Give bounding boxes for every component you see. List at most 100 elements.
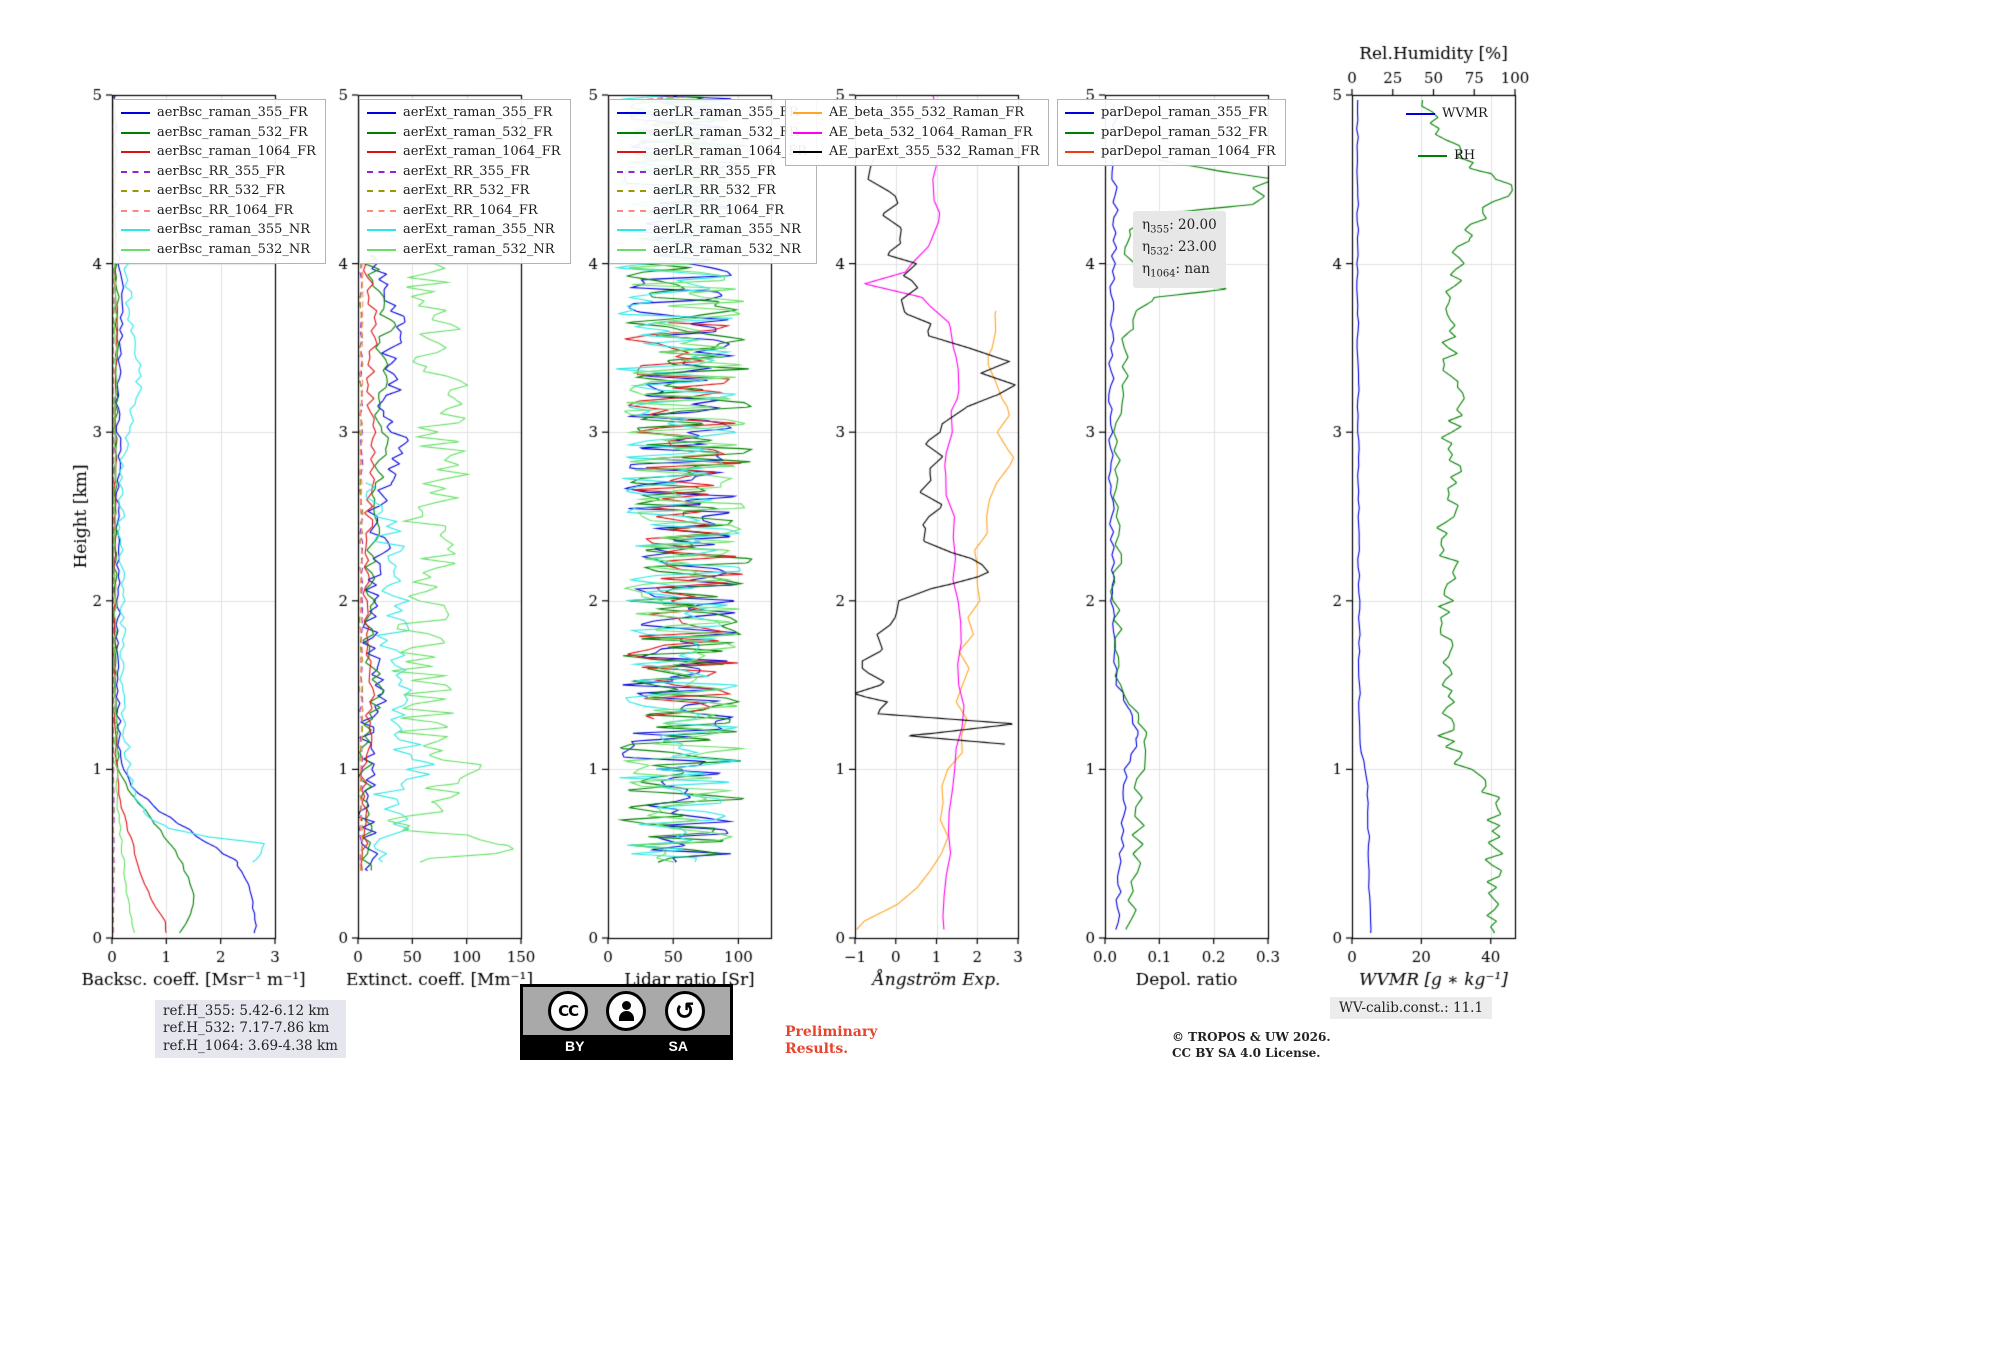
sa-label: SA <box>668 1038 688 1054</box>
legend-line-swatch <box>121 112 150 114</box>
legend-item-label: aerBsc_RR_1064_FR <box>157 202 294 218</box>
copyright-line-2: CC BY SA 4.0 License. <box>1172 1045 1321 1060</box>
legend-item-label: aerExt_raman_532_NR <box>403 241 555 257</box>
legend-item: aerExt_RR_532_FR <box>367 183 561 199</box>
legend-item: parDepol_raman_355_FR <box>1065 105 1276 121</box>
legend-panel-4: AE_beta_355_532_Raman_FR AE_beta_532_1064… <box>785 99 1050 166</box>
legend-item-label: aerBsc_raman_532_NR <box>157 241 311 257</box>
legend-item-label: parDepol_raman_1064_FR <box>1101 144 1276 159</box>
legend-line-swatch <box>1065 131 1094 134</box>
legend-item: aerExt_raman_355_NR <box>367 222 561 238</box>
cc-icons-row: CC ↺ <box>523 987 730 1035</box>
legend-line-swatch <box>121 229 150 231</box>
ref-h-532: ref.H_532: 7.17-7.86 km <box>163 1020 330 1037</box>
legend-line-swatch <box>121 248 150 251</box>
legend-line-swatch <box>1418 155 1447 157</box>
legend-item: aerExt_raman_1064_FR <box>367 144 561 160</box>
legend-line-swatch <box>367 248 396 251</box>
legend-item: aerLR_RR_1064_FR <box>617 203 807 219</box>
legend-line-swatch <box>121 131 150 134</box>
legend-item: aerLR_raman_355_NR <box>617 222 807 238</box>
legend-item-label: WVMR <box>1442 106 1488 121</box>
legend-item: aerBsc_raman_532_NR <box>121 242 316 258</box>
legend-item: WVMR <box>1406 106 1488 122</box>
legend-item: aerExt_raman_532_FR <box>367 125 561 141</box>
cc-license-badge: CC ↺ BY SA <box>520 984 733 1060</box>
ref-h-355: ref.H_355: 5.42-6.12 km <box>163 1003 330 1019</box>
legend-item-label: RH <box>1454 148 1476 163</box>
legend-item-label: aerLR_RR_355_FR <box>653 163 776 179</box>
legend-item: AE_parExt_355_532_Raman_FR <box>793 144 1039 160</box>
legend-item: aerBsc_RR_532_FR <box>121 183 316 199</box>
reference-height-box: ref.H_355: 5.42-6.12 km ref.H_532: 7.17-… <box>155 1000 346 1058</box>
legend-item-label: aerExt_raman_532_FR <box>403 124 553 140</box>
legend-item-label: aerLR_raman_355_NR <box>653 222 801 237</box>
legend-item: aerExt_RR_1064_FR <box>367 203 561 219</box>
cc-badge-bar: BY SA <box>523 1035 730 1057</box>
legend-line-swatch <box>367 151 396 153</box>
legend-item-label: aerExt_raman_1064_FR <box>403 144 561 159</box>
legend-line-swatch <box>617 229 646 231</box>
legend-item: aerExt_raman_532_NR <box>367 242 561 258</box>
legend-item: AE_beta_532_1064_Raman_FR <box>793 125 1039 141</box>
legend-item: parDepol_raman_1064_FR <box>1065 144 1276 160</box>
legend-line-swatch <box>617 131 646 134</box>
legend-item-label: aerBsc_raman_355_FR <box>157 105 308 120</box>
legend-line-swatch <box>367 170 396 173</box>
legend-line-swatch <box>121 170 150 173</box>
legend-panel-3: aerLR_raman_355_FR aerLR_raman_532_FR aerL… <box>609 99 817 264</box>
legend-line-swatch <box>617 248 646 251</box>
legend-item-label: parDepol_raman_355_FR <box>1101 105 1268 120</box>
legend-item-label: aerBsc_RR_532_FR <box>157 183 285 198</box>
legend-line-swatch <box>617 112 646 114</box>
legend-line-swatch <box>367 190 396 192</box>
legend-item: aerLR_raman_355_FR <box>617 105 807 121</box>
preliminary-line-2: Results. <box>785 1041 849 1058</box>
legend-item-label: aerLR_RR_1064_FR <box>653 202 785 218</box>
legend-item: aerLR_RR_355_FR <box>617 164 807 180</box>
ref-h-1064: ref.H_1064: 3.69-4.38 km <box>163 1037 338 1054</box>
legend-item-label: aerLR_raman_1064_FR <box>653 144 807 159</box>
legend-item: parDepol_raman_532_FR <box>1065 125 1276 141</box>
legend-item-label: aerExt_RR_532_FR <box>403 183 530 198</box>
person-body <box>618 1011 634 1021</box>
legend-line-swatch <box>617 151 646 153</box>
legend-line-swatch <box>121 209 150 212</box>
legend-item: aerExt_raman_355_FR <box>367 105 561 121</box>
copyright-note: © TROPOS & UW 2026. CC BY SA 4.0 License… <box>1172 1030 1331 1061</box>
legend-item: aerBsc_raman_355_NR <box>121 222 316 238</box>
preliminary-results-note: Preliminary Results. <box>785 1024 877 1058</box>
legend-item-label: aerLR_raman_355_FR <box>653 105 799 120</box>
wv-calibration-note: WV-calib.const.: 11.1 <box>1330 997 1493 1019</box>
legend-line-swatch <box>793 151 822 153</box>
sa-arrow-icon: ↺ <box>664 991 705 1031</box>
eta-355-line: η355: 20.00 <box>1142 217 1217 236</box>
legend-line-swatch <box>617 170 646 173</box>
legend-line-swatch <box>121 190 150 192</box>
legend-line-swatch <box>793 131 822 134</box>
by-label: BY <box>565 1038 585 1054</box>
legend-line-swatch <box>617 190 646 192</box>
legend-line-swatch <box>1065 112 1094 114</box>
legend-line-swatch <box>1406 113 1435 115</box>
legend-item-label: aerExt_raman_355_FR <box>403 105 553 120</box>
legend-item: aerLR_raman_532_NR <box>617 242 807 258</box>
legend-item: aerExt_RR_355_FR <box>367 164 561 180</box>
person-head <box>621 1001 631 1010</box>
legend-item: aerBsc_RR_1064_FR <box>121 203 316 219</box>
legend-item: aerLR_raman_532_FR <box>617 125 807 141</box>
legend-item-label: AE_beta_355_532_Raman_FR <box>829 105 1025 120</box>
eta-532-line: η532: 23.00 <box>1142 239 1217 258</box>
legend-item-label: aerBsc_raman_355_NR <box>157 222 311 237</box>
legend-item-label: aerExt_RR_1064_FR <box>403 202 538 218</box>
legend-item: aerBsc_raman_532_FR <box>121 125 316 141</box>
legend-item-label: aerBsc_raman_1064_FR <box>157 144 316 159</box>
legend-item-label: aerBsc_raman_532_FR <box>157 124 308 140</box>
legend-item-label: parDepol_raman_532_FR <box>1101 124 1268 140</box>
legend-item-label: aerLR_raman_532_FR <box>653 124 799 140</box>
legend-line-swatch <box>367 112 396 114</box>
legend-item-label: aerLR_raman_532_NR <box>653 241 801 257</box>
